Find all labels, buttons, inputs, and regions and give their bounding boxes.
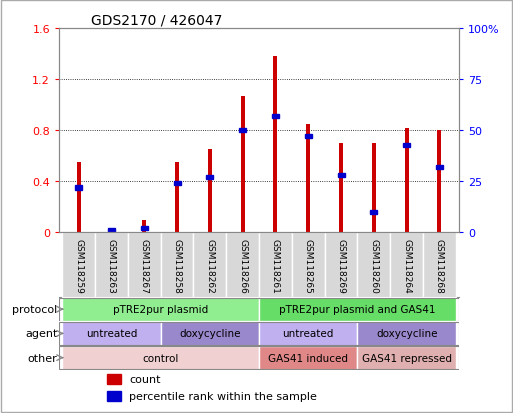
Bar (259, 321, 358, 346)
Bar (62, 233, 95, 297)
Bar (75, 186, 82, 190)
Bar (62, 321, 161, 346)
Bar (77, 163, 81, 233)
Bar (358, 321, 456, 346)
Text: agent: agent (25, 329, 57, 339)
Text: other: other (28, 353, 57, 363)
Bar (62, 297, 259, 321)
Text: GSM118262: GSM118262 (205, 238, 214, 293)
Text: GSM118265: GSM118265 (304, 238, 313, 293)
Text: untreated: untreated (86, 329, 137, 339)
Bar (175, 163, 179, 233)
Text: count: count (129, 374, 161, 384)
Bar (306, 125, 310, 233)
Bar (339, 144, 343, 233)
Text: GSM118266: GSM118266 (238, 238, 247, 293)
Bar (193, 233, 226, 297)
Text: untreated: untreated (283, 329, 334, 339)
Text: GSM118258: GSM118258 (172, 238, 182, 293)
Bar (208, 150, 212, 233)
Text: GSM118260: GSM118260 (369, 238, 379, 293)
Bar (259, 297, 456, 321)
Text: pTRE2pur plasmid: pTRE2pur plasmid (113, 304, 208, 314)
Text: protocol: protocol (12, 304, 57, 314)
Bar (273, 57, 278, 233)
Text: doxycycline: doxycycline (179, 329, 241, 339)
Text: GSM118264: GSM118264 (402, 238, 411, 293)
Bar (109, 229, 113, 233)
Bar (272, 114, 279, 119)
Bar (128, 233, 161, 297)
Bar (372, 144, 376, 233)
Bar (226, 233, 259, 297)
Text: GSM118269: GSM118269 (337, 238, 346, 293)
Bar (142, 220, 146, 233)
Bar (108, 229, 115, 233)
Bar (239, 129, 246, 133)
Bar (259, 346, 358, 370)
Bar (62, 346, 259, 370)
Bar (370, 211, 378, 215)
Bar (438, 131, 441, 233)
Text: GAS41 repressed: GAS41 repressed (362, 353, 451, 363)
Text: GSM118261: GSM118261 (271, 238, 280, 293)
Bar (161, 233, 193, 297)
Bar (161, 321, 259, 346)
Text: doxycycline: doxycycline (376, 329, 438, 339)
Text: GSM118268: GSM118268 (435, 238, 444, 293)
Text: GDS2170 / 426047: GDS2170 / 426047 (91, 14, 222, 28)
Bar (358, 233, 390, 297)
Text: GSM118267: GSM118267 (140, 238, 149, 293)
Bar (338, 174, 345, 178)
Bar (259, 233, 292, 297)
Bar (141, 227, 148, 231)
Bar (358, 346, 456, 370)
Text: GAS41 induced: GAS41 induced (268, 353, 348, 363)
Bar (95, 233, 128, 297)
Text: control: control (143, 353, 179, 363)
Bar (292, 233, 325, 297)
Bar (403, 143, 410, 147)
Bar (405, 128, 409, 233)
Text: GSM118263: GSM118263 (107, 238, 116, 293)
Bar (325, 233, 358, 297)
Bar (390, 233, 423, 297)
Text: GSM118259: GSM118259 (74, 238, 83, 293)
Bar (423, 233, 456, 297)
Bar (436, 166, 443, 170)
Bar (241, 97, 245, 233)
Text: pTRE2pur plasmid and GAS41: pTRE2pur plasmid and GAS41 (279, 304, 436, 314)
Bar (107, 392, 121, 401)
Text: percentile rank within the sample: percentile rank within the sample (129, 392, 317, 401)
Bar (173, 182, 181, 186)
Bar (305, 135, 312, 139)
Bar (206, 176, 213, 180)
Bar (107, 374, 121, 384)
